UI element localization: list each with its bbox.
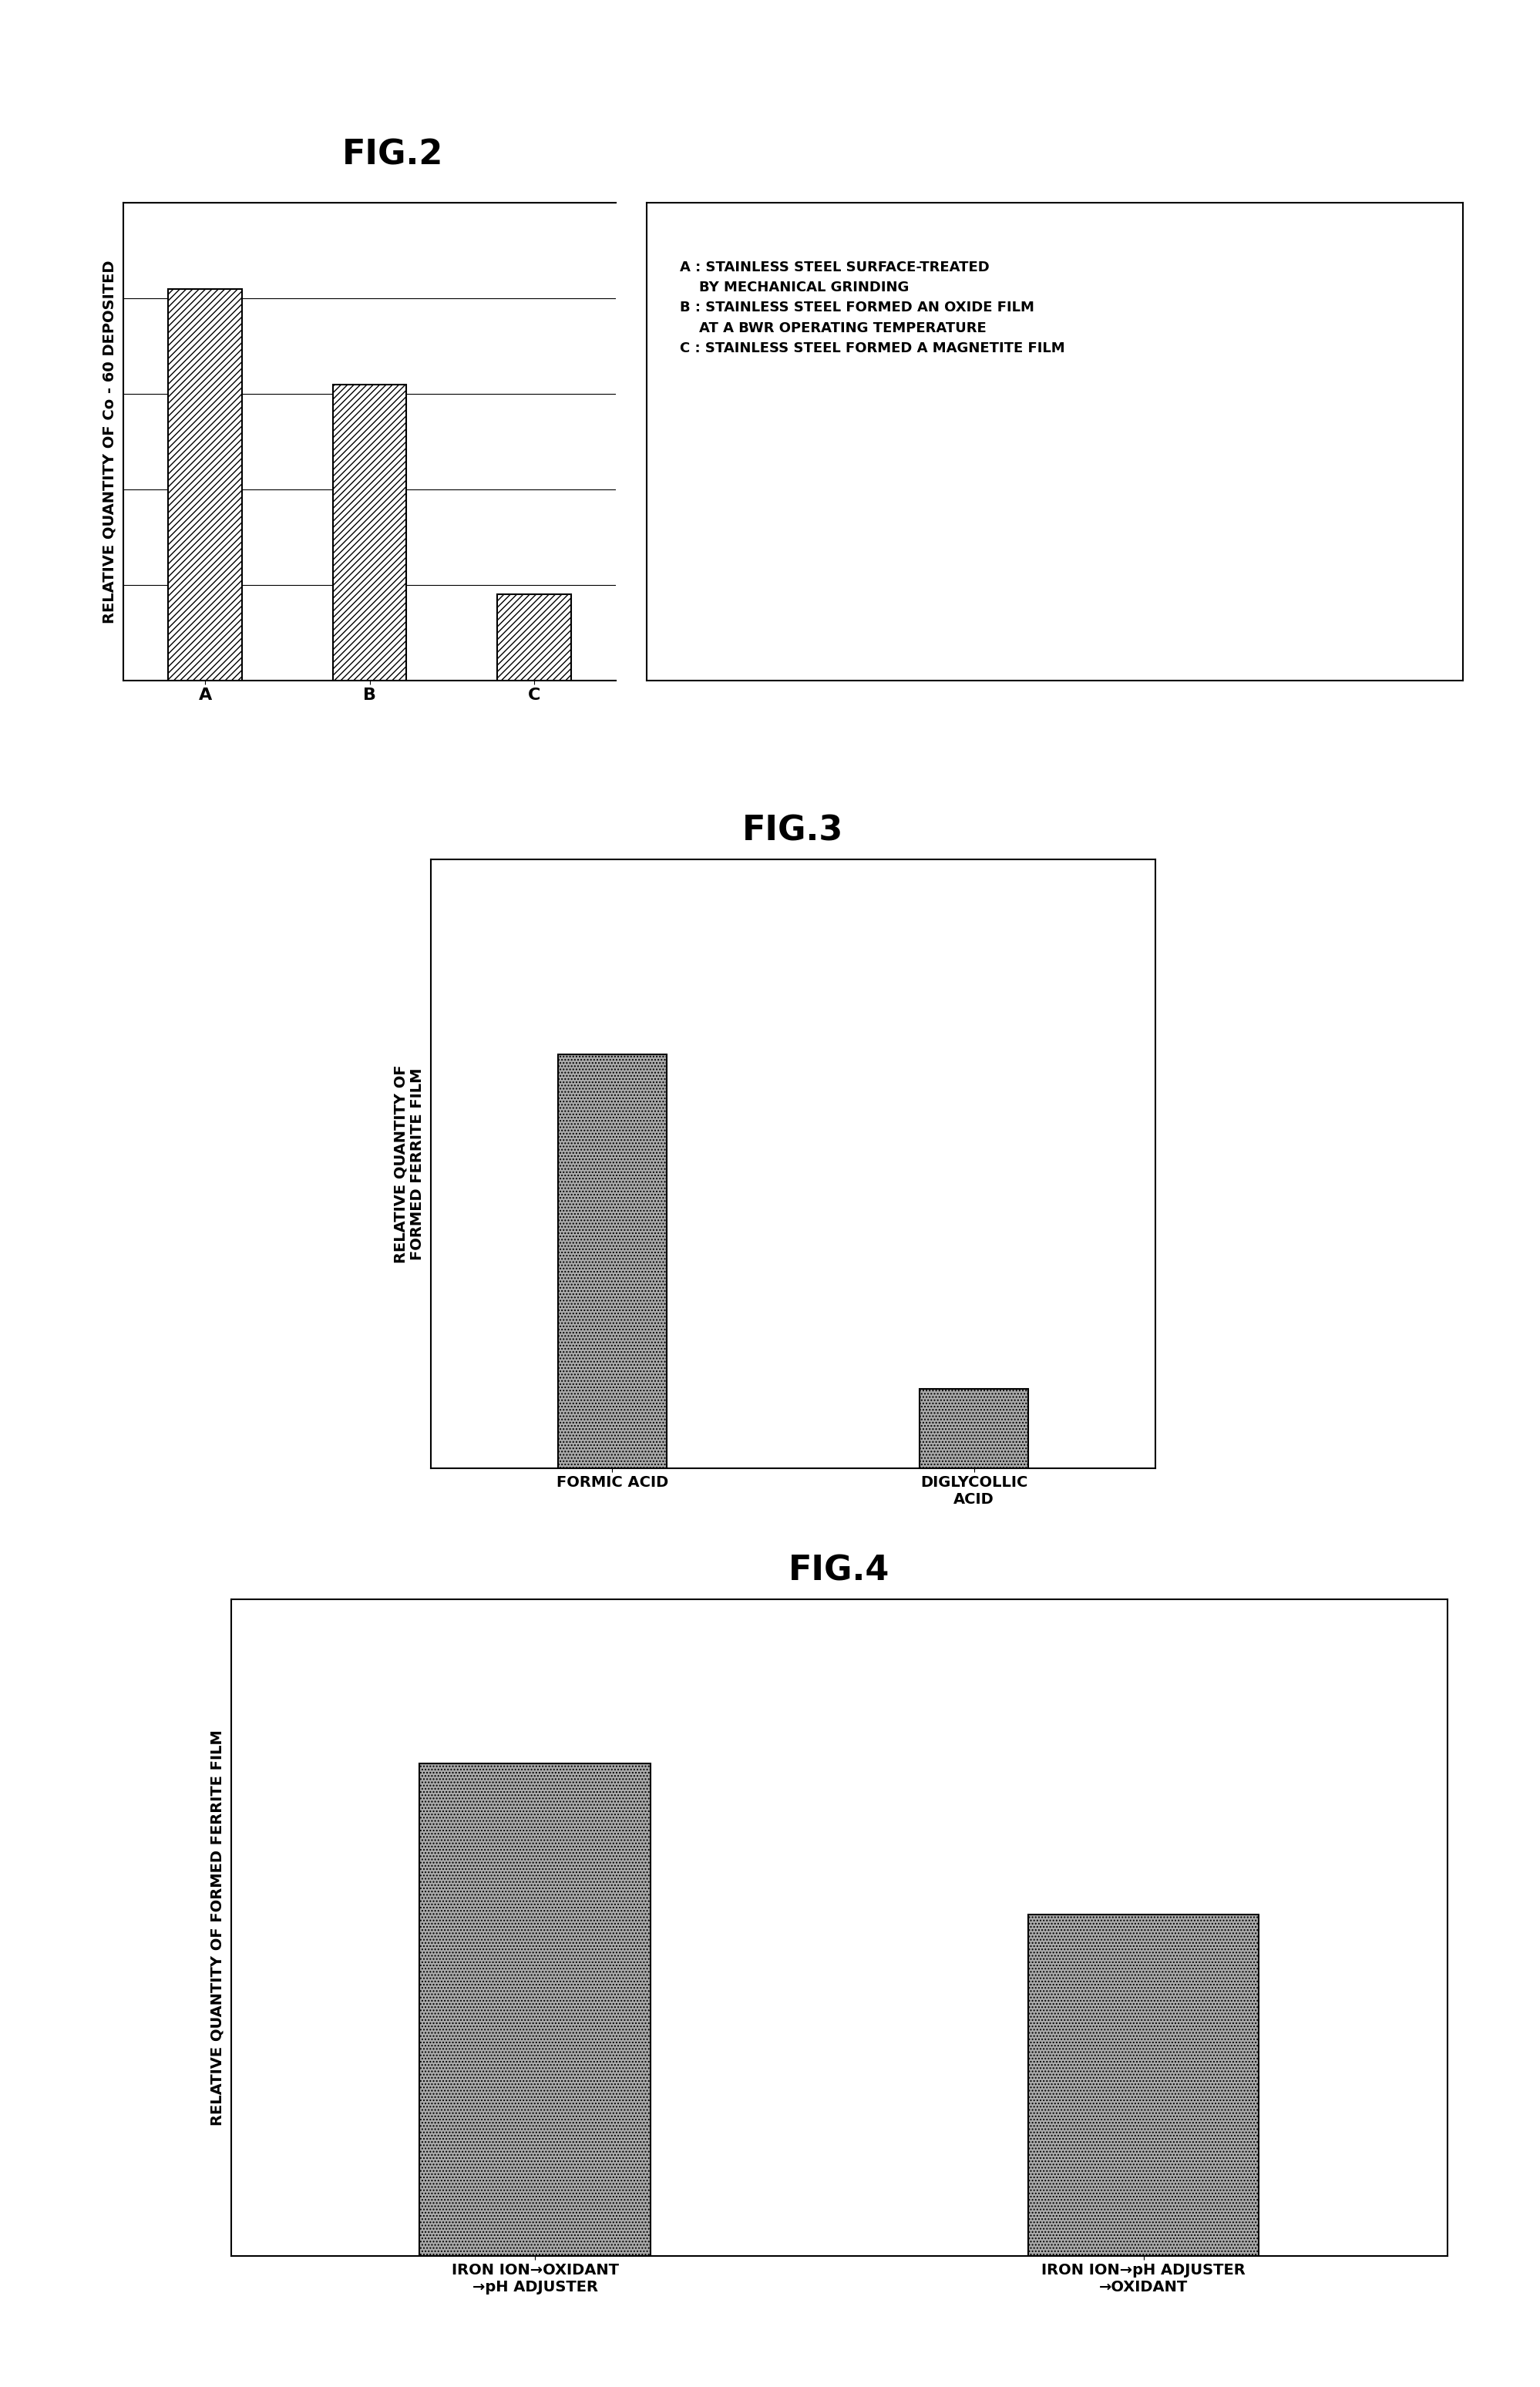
Y-axis label: RELATIVE QUANTITY OF FORMED FERRITE FILM: RELATIVE QUANTITY OF FORMED FERRITE FILM — [209, 1731, 225, 2124]
Bar — [557, 1055, 667, 1468]
Text: FIG.4: FIG.4 — [788, 1554, 890, 1587]
Bar — [333, 384, 407, 680]
Bar — [1027, 1914, 1260, 2256]
Bar — [168, 289, 242, 680]
Text: FIG.3: FIG.3 — [742, 814, 844, 847]
Text: A : STAINLESS STEEL SURFACE-TREATED
    BY MECHANICAL GRINDING
B : STAINLESS STE: A : STAINLESS STEEL SURFACE-TREATED BY M… — [679, 260, 1064, 356]
Y-axis label: RELATIVE QUANTITY OF Co - 60 DEPOSITED: RELATIVE QUANTITY OF Co - 60 DEPOSITED — [102, 260, 117, 623]
Bar — [497, 594, 571, 680]
Y-axis label: RELATIVE QUANTITY OF
FORMED FERRITE FILM: RELATIVE QUANTITY OF FORMED FERRITE FILM — [393, 1065, 425, 1263]
Bar — [419, 1764, 651, 2256]
Text: FIG.2: FIG.2 — [342, 138, 444, 172]
Bar — [919, 1389, 1029, 1468]
